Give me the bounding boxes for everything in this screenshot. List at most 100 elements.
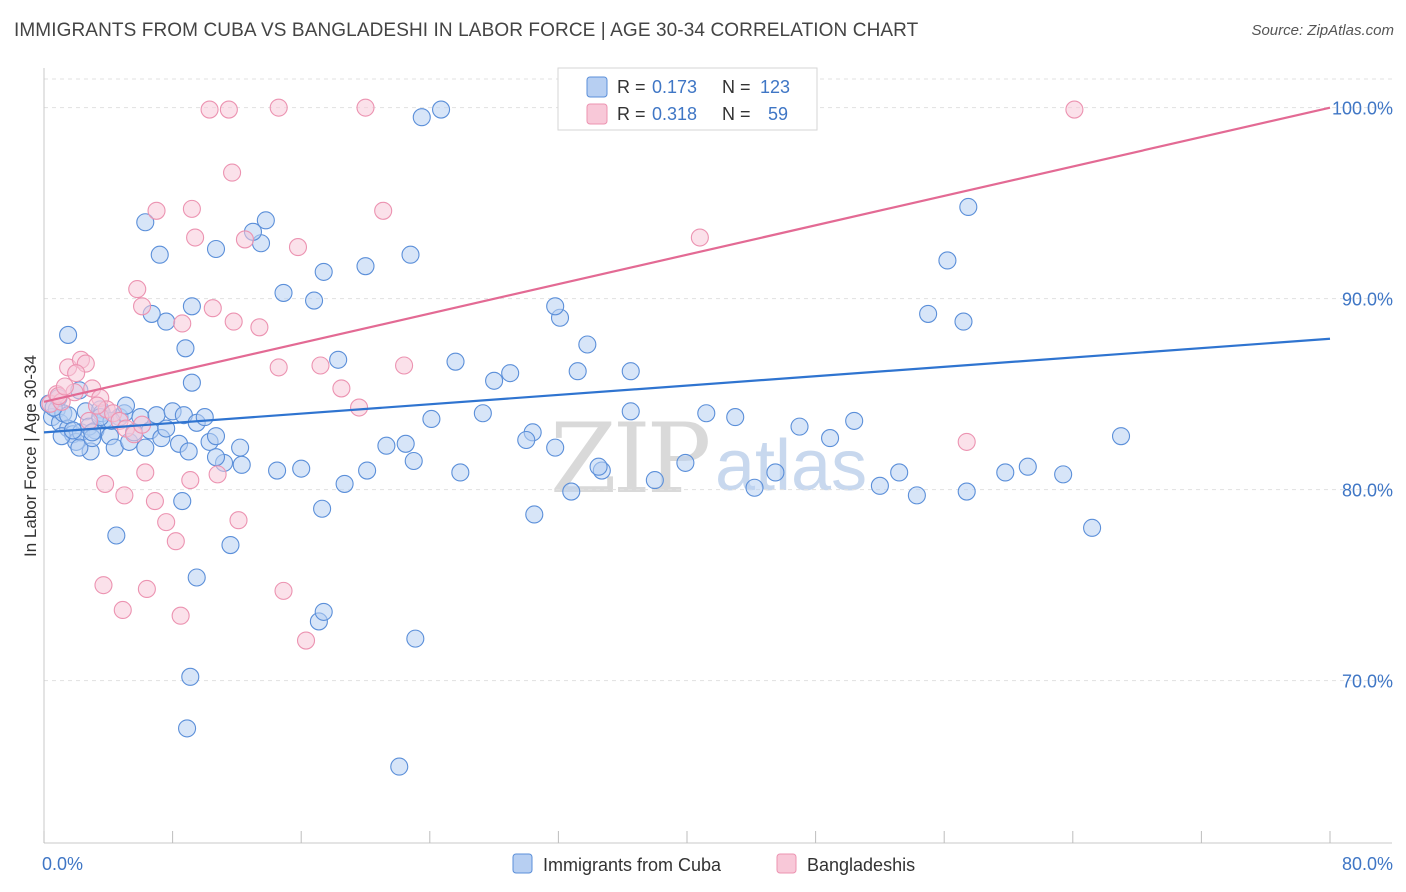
bangladeshi-point-51 (200, 100, 219, 119)
cuba-point-97 (187, 568, 206, 587)
cuba-point-102 (314, 602, 333, 621)
cuba-point-119 (517, 430, 536, 450)
cuba-point-21 (136, 438, 155, 457)
cuba-point-103 (406, 629, 425, 648)
y-tick-label-100: 100.0% (1332, 99, 1393, 119)
cuba-point-120 (231, 438, 250, 457)
watermark-atlas: atlas (715, 426, 867, 506)
bangladeshi-point-53 (269, 98, 288, 117)
cuba-point-36 (70, 438, 89, 457)
legend-swatch-bangladeshis (586, 103, 608, 125)
bangladeshi-point-56 (690, 228, 709, 247)
cuba-point-70 (621, 402, 640, 421)
x-tick-label-min: 0.0% (42, 854, 83, 874)
cuba-point-92 (589, 457, 608, 476)
cuba-point-74 (726, 408, 745, 427)
cuba-point-67 (546, 438, 565, 457)
bangladeshi-point-21 (133, 297, 152, 316)
x-tick-label-max: 80.0% (1342, 854, 1393, 874)
bangladeshi-point-18 (79, 411, 99, 430)
cuba-point-55 (268, 461, 287, 480)
legend-r-value-cuba: 0.173 (652, 77, 697, 97)
cuba-point-85 (996, 463, 1015, 482)
cuba-point-107 (356, 257, 375, 276)
cuba-point-112 (206, 239, 226, 259)
cuba-point-60 (377, 436, 396, 455)
bangladeshi-point-35 (96, 474, 115, 493)
cuba-point-75 (745, 478, 764, 497)
cuba-point-125 (136, 213, 155, 232)
bangladeshi-point-37 (145, 492, 164, 511)
cuba-point-50 (176, 339, 195, 358)
cuba-point-62 (422, 409, 441, 429)
cuba-point-81 (890, 463, 909, 482)
cuba-point-45 (182, 373, 201, 392)
cuba-point-110 (314, 262, 333, 281)
x-ticks (43, 831, 1331, 843)
cuba-point-52 (206, 427, 226, 446)
cuba-point-94 (621, 362, 640, 381)
cuba-point-86 (1018, 457, 1037, 476)
cuba-point-82 (907, 486, 926, 505)
bangladeshi-point-36 (115, 486, 134, 505)
bangladeshi-point-26 (224, 312, 243, 331)
cuba-point-87 (1054, 465, 1073, 484)
bottom-legend-swatch-bangladeshis[interactable] (776, 853, 797, 874)
cuba-point-130 (256, 211, 275, 230)
bangladeshi-point-32 (332, 379, 351, 398)
bangladeshi-point-31 (311, 356, 330, 375)
cuba-point-88 (1083, 518, 1102, 537)
cuba-point-84 (957, 482, 976, 501)
cuba-point-31 (195, 408, 214, 427)
bangladeshi-point-48 (296, 631, 316, 650)
cuba-point-91 (562, 482, 581, 501)
bottom-legend-label-cuba[interactable]: Immigrants from Cuba (543, 855, 722, 875)
bangladeshi-point-46 (229, 511, 248, 530)
bangladeshi-point-47 (274, 581, 293, 600)
cuba-point-56 (292, 459, 311, 478)
cuba-point-65 (501, 364, 520, 383)
cuba-point-111 (274, 283, 293, 302)
cuba-point-123 (412, 108, 431, 127)
bangladeshi-point-49 (223, 163, 242, 182)
bangladeshi-point-40 (94, 576, 113, 595)
cuba-point-116 (546, 297, 565, 316)
cuba-point-108 (401, 245, 420, 264)
cuba-point-117 (485, 371, 504, 390)
bangladeshi-point-59 (957, 432, 976, 451)
bangladeshi-point-58 (395, 356, 414, 375)
source-label: Source: ZipAtlas.com (1251, 22, 1394, 39)
cuba-point-105 (178, 719, 197, 738)
cuba-point-72 (676, 453, 695, 472)
bangladeshi-point-41 (113, 600, 132, 620)
bottom-legend-swatch-cuba[interactable] (512, 853, 533, 874)
cuba-point-90 (525, 505, 544, 524)
bangladeshi-point-50 (182, 199, 201, 218)
bangladeshi-point-34 (136, 463, 155, 482)
cuba-point-121 (206, 448, 226, 467)
gridlines (44, 78, 1392, 682)
y-tick-label-80: 80.0% (1342, 481, 1393, 501)
cuba-point-61 (404, 451, 423, 471)
cuba-point-64 (473, 404, 492, 423)
cuba-point-76 (766, 463, 785, 482)
cuba-point-118 (451, 463, 470, 482)
bangladeshi-point-42 (137, 579, 156, 599)
cuba-point-89 (1111, 427, 1131, 446)
bangladeshi-point-17 (67, 364, 86, 383)
legend-n-value-bangladeshis: 59 (768, 104, 788, 124)
cuba-point-41 (59, 325, 78, 344)
legend-r-value-bangladeshis: 0.318 (652, 104, 697, 124)
legend-n-label-bangladeshis: N = (722, 104, 751, 124)
bottom-legend-label-bangladeshis[interactable]: Bangladeshis (807, 855, 915, 875)
bangladeshi-point-38 (157, 513, 176, 532)
bangladeshi-point-55 (374, 201, 393, 220)
bangladeshi-point-28 (250, 318, 269, 337)
bangladeshi-point-57 (1065, 100, 1084, 119)
bangladeshi-point-33 (350, 398, 369, 417)
trend-lines (43, 106, 1331, 434)
y-tick-label-90: 90.0% (1342, 290, 1393, 310)
cuba-point-51 (182, 297, 201, 316)
cuba-point-68 (568, 362, 587, 381)
bangladeshi-point-39 (166, 532, 185, 551)
